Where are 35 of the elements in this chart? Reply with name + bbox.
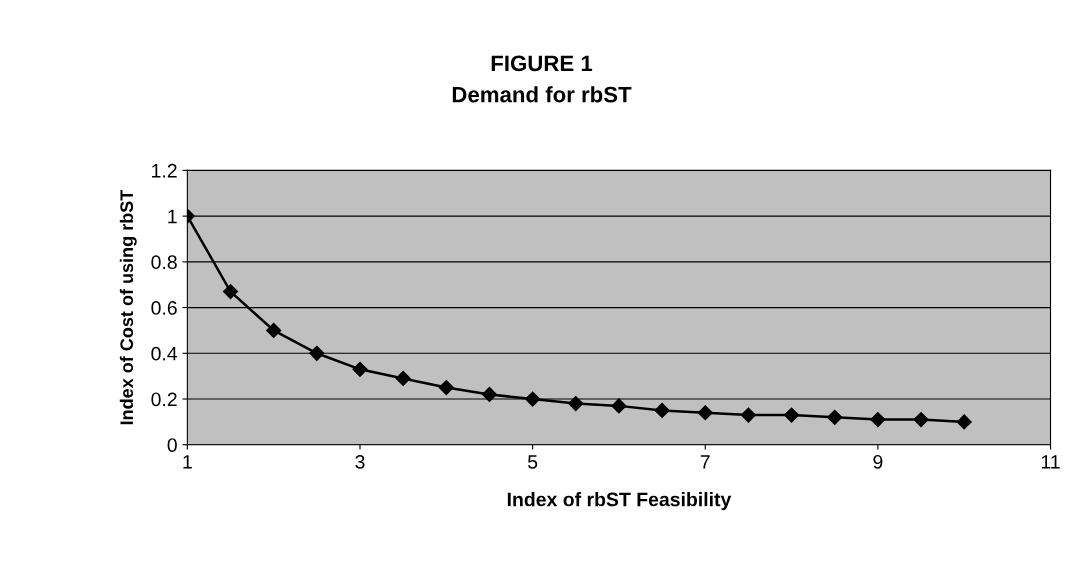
- x-tick-label: 1: [183, 455, 192, 469]
- point: [611, 398, 627, 414]
- chart-subtitle: Demand for rbST: [452, 86, 632, 103]
- y-tick-label: 0.4: [151, 346, 178, 361]
- point: [740, 407, 756, 423]
- x-tick-label: 9: [873, 454, 883, 469]
- point: [697, 405, 713, 421]
- y-tick-label: 0: [167, 438, 177, 452]
- point: [956, 414, 972, 430]
- y-tick-label: 1: [168, 209, 177, 224]
- x-tick-label: 5: [527, 455, 538, 469]
- point: [783, 407, 800, 423]
- chart-title: FIGURE 1: [491, 55, 593, 72]
- point: [481, 386, 498, 403]
- point: [266, 322, 282, 339]
- point: [568, 396, 584, 412]
- y-tick-label: 0.2: [151, 392, 177, 407]
- point: [395, 370, 411, 387]
- point: [913, 412, 929, 428]
- y-tick-label: 1.2: [152, 163, 177, 178]
- point: [827, 409, 843, 425]
- point: [438, 380, 454, 396]
- point: [870, 412, 886, 428]
- y-axis-title: Index of Cost of using rbST: [119, 189, 137, 425]
- point: [309, 345, 325, 361]
- y-tick-label: 0.8: [151, 255, 177, 270]
- x-axis-title: Index of rbST Feasibility: [507, 492, 732, 511]
- point: [525, 391, 541, 407]
- point: [352, 361, 368, 377]
- x-tick-label: 11: [1041, 455, 1060, 469]
- point: [222, 283, 239, 300]
- x-tick-label: 7: [700, 455, 710, 469]
- x-tick-label: 3: [355, 454, 365, 469]
- point: [654, 402, 670, 419]
- y-tick-label: 0.6: [151, 301, 177, 315]
